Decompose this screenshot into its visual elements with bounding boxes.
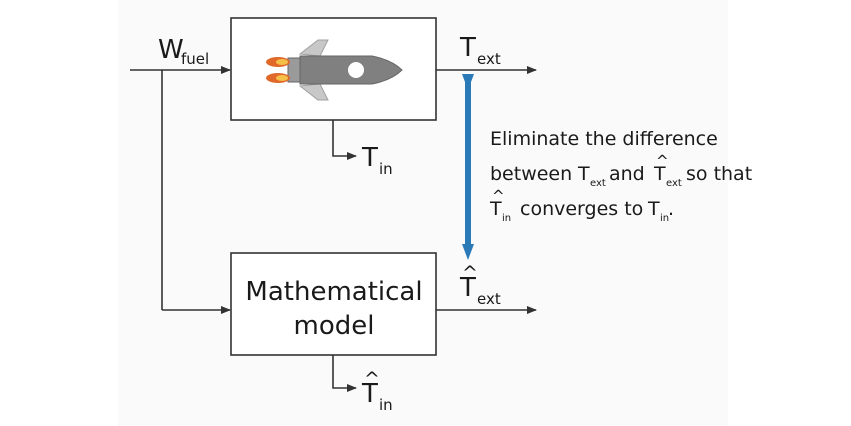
svg-text:T: T [653, 163, 666, 185]
svg-text:T: T [577, 163, 590, 185]
svg-text:ext: ext [477, 290, 501, 308]
svg-text:in: in [379, 396, 393, 414]
t-in-output-arrow [332, 120, 357, 160]
rocket-icon [266, 39, 403, 101]
svg-text:T: T [361, 143, 378, 173]
svg-text:T: T [361, 379, 378, 409]
svg-text:between: between [490, 163, 572, 185]
svg-text:in: in [660, 213, 669, 224]
svg-text:^: ^ [492, 187, 505, 205]
svg-text:ext: ext [590, 178, 606, 189]
svg-text:in: in [379, 160, 393, 178]
t-in-label: T in [361, 143, 393, 178]
fuel-label: W fuel [158, 35, 209, 68]
svg-text:so that: so that [686, 163, 752, 185]
description-line3: ^ T in converges to T in . [489, 187, 674, 224]
svg-text:and: and [609, 163, 645, 185]
svg-text:ext: ext [477, 50, 501, 68]
svg-text:T: T [459, 33, 476, 63]
svg-text:T: T [489, 198, 502, 220]
svg-text:^: ^ [462, 262, 478, 284]
svg-text:^: ^ [364, 368, 380, 390]
svg-text:T: T [647, 198, 660, 220]
svg-text:converges to: converges to [520, 198, 643, 220]
svg-text:in: in [502, 213, 511, 224]
svg-text:^: ^ [656, 152, 669, 170]
svg-text:ext: ext [666, 178, 682, 189]
t-ext-hat-label: ^ T ext [459, 262, 501, 308]
t-in-hat-label: ^ T in [361, 368, 393, 414]
svg-text:T: T [459, 273, 476, 303]
description-line1: Eliminate the difference [490, 128, 718, 150]
model-box-line2: model [294, 311, 375, 341]
svg-text:W: W [158, 35, 184, 65]
svg-text:.: . [668, 198, 674, 220]
model-box-line1: Mathematical [245, 277, 422, 307]
t-ext-label: T ext [459, 33, 501, 68]
description-line2: between T ext and ^ T ext so that [490, 152, 752, 189]
t-in-hat-output-arrow [332, 355, 357, 392]
svg-text:fuel: fuel [181, 50, 209, 68]
